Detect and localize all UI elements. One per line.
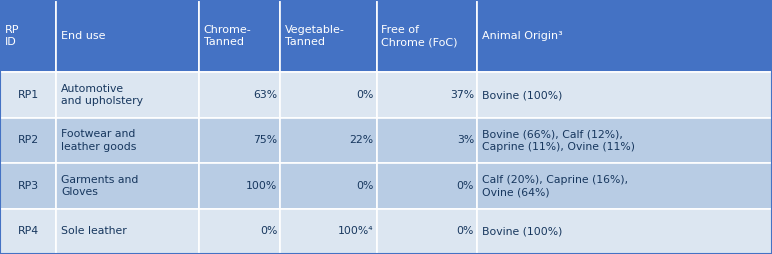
- Text: 22%: 22%: [350, 135, 374, 146]
- Bar: [199, 163, 280, 209]
- Text: RP1: RP1: [18, 90, 39, 100]
- Bar: [0, 118, 56, 163]
- Bar: [199, 0, 280, 72]
- Text: 75%: 75%: [253, 135, 277, 146]
- Bar: [477, 0, 772, 72]
- Bar: [377, 72, 477, 118]
- Text: RP2: RP2: [18, 135, 39, 146]
- Bar: [280, 72, 377, 118]
- Bar: [477, 163, 772, 209]
- Text: 100%⁴: 100%⁴: [338, 226, 374, 236]
- Text: Free of
Chrome (FoC): Free of Chrome (FoC): [381, 25, 458, 47]
- Text: 3%: 3%: [457, 135, 474, 146]
- Text: 0%: 0%: [259, 226, 277, 236]
- Bar: [56, 0, 199, 72]
- Bar: [56, 163, 199, 209]
- Bar: [280, 163, 377, 209]
- Bar: [280, 118, 377, 163]
- Bar: [0, 209, 56, 254]
- Text: Chrome-
Tanned: Chrome- Tanned: [204, 25, 252, 47]
- Bar: [477, 209, 772, 254]
- Text: 37%: 37%: [450, 90, 474, 100]
- Text: RP4: RP4: [18, 226, 39, 236]
- Bar: [280, 0, 377, 72]
- Text: Automotive
and upholstery: Automotive and upholstery: [61, 84, 143, 106]
- Bar: [199, 209, 280, 254]
- Bar: [0, 72, 56, 118]
- Text: 63%: 63%: [253, 90, 277, 100]
- Bar: [56, 118, 199, 163]
- Bar: [56, 72, 199, 118]
- Bar: [377, 163, 477, 209]
- Bar: [377, 0, 477, 72]
- Text: Garments and
Gloves: Garments and Gloves: [61, 175, 138, 197]
- Bar: [280, 209, 377, 254]
- Bar: [0, 163, 56, 209]
- Text: End use: End use: [61, 31, 106, 41]
- Text: Vegetable-
Tanned: Vegetable- Tanned: [285, 25, 345, 47]
- Text: Footwear and
leather goods: Footwear and leather goods: [61, 129, 137, 152]
- Bar: [377, 209, 477, 254]
- Text: 0%: 0%: [356, 90, 374, 100]
- Bar: [0, 0, 56, 72]
- Bar: [199, 72, 280, 118]
- Bar: [377, 118, 477, 163]
- Text: 0%: 0%: [456, 226, 474, 236]
- Text: Sole leather: Sole leather: [61, 226, 127, 236]
- Text: 100%: 100%: [246, 181, 277, 191]
- Bar: [56, 209, 199, 254]
- Text: RP3: RP3: [18, 181, 39, 191]
- Bar: [477, 72, 772, 118]
- Text: Bovine (100%): Bovine (100%): [482, 226, 562, 236]
- Bar: [477, 118, 772, 163]
- Text: Calf (20%), Caprine (16%),
Ovine (64%): Calf (20%), Caprine (16%), Ovine (64%): [482, 175, 628, 197]
- Text: 0%: 0%: [456, 181, 474, 191]
- Text: Bovine (100%): Bovine (100%): [482, 90, 562, 100]
- Text: Animal Origin³: Animal Origin³: [482, 31, 563, 41]
- Text: RP
ID: RP ID: [5, 25, 19, 47]
- Bar: [199, 118, 280, 163]
- Text: 0%: 0%: [356, 181, 374, 191]
- Text: Bovine (66%), Calf (12%),
Caprine (11%), Ovine (11%): Bovine (66%), Calf (12%), Caprine (11%),…: [482, 129, 635, 152]
